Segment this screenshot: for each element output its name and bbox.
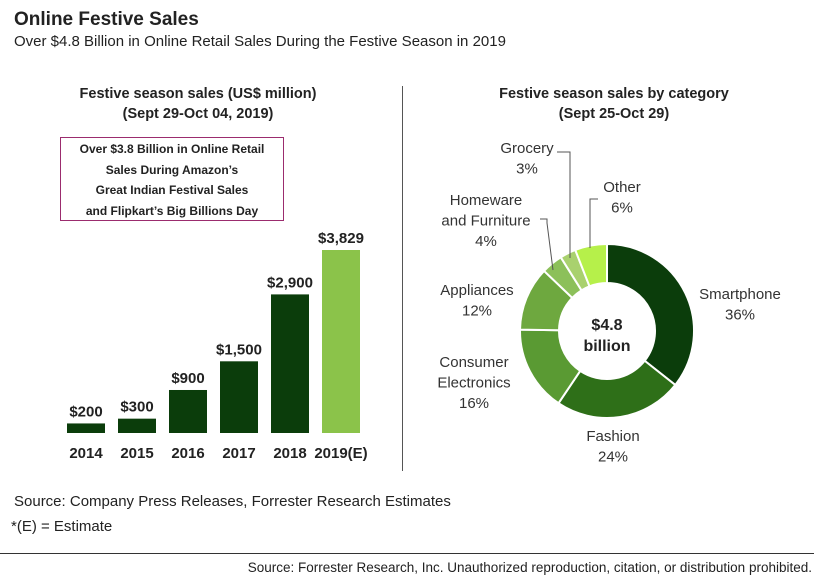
copyright-footer: Source: Forrester Research, Inc. Unautho…: [247, 560, 812, 575]
bar-value-label: $300: [120, 399, 153, 416]
callout-line-4: and Flipkart’s Big Billions Day: [85, 203, 259, 218]
slice-label: Appliances 12%: [440, 282, 513, 320]
slice-label: Grocery 3%: [500, 140, 554, 178]
callout-line-2: Sales During Amazon’s: [105, 162, 239, 177]
bar-2014: [67, 423, 105, 433]
bar-value-label: $1,500: [216, 341, 262, 358]
donut-chart-title-line2: (Sept 25-Oct 29): [558, 106, 670, 122]
donut-chart-title: Festive season sales by category (Sept 2…: [455, 84, 773, 124]
bar-value-label: $3,829: [318, 230, 364, 247]
x-tick-label: 2019(E): [314, 445, 367, 462]
callout-line-1: Over $3.8 Billion in Online Retail: [79, 142, 265, 156]
bar-chart-title-line1: Festive season sales (US$ million): [79, 86, 317, 102]
bar-value-label: $900: [171, 370, 204, 387]
source-note: Source: Company Press Releases, Forreste…: [14, 493, 451, 510]
bar-chart: $200 2014 $300 2015 $900 2016 $1,500 2017 $2,900…: [67, 230, 368, 462]
bar-chart-title: Festive season sales (US$ million) (Sept…: [38, 84, 358, 124]
bar-value-label: $2,900: [267, 274, 313, 291]
bar-2017: [220, 361, 258, 433]
donut-chart-title-line1: Festive season sales by category: [499, 86, 729, 102]
callout-line-3: Great Indian Festival Sales: [95, 183, 249, 197]
slice-label: Other 6%: [603, 179, 641, 217]
bar-2019(E): [322, 250, 360, 433]
slice-smartphone: [606, 242, 695, 387]
donut-center-unit: billion: [583, 338, 630, 355]
leader-line: [557, 151, 571, 258]
slice-other: [573, 242, 608, 288]
bar-2018: [271, 294, 309, 433]
panel-divider: [402, 86, 403, 471]
x-tick-label: 2016: [171, 445, 204, 462]
donut-chart: $4.8 billion Smartphone 36% Fashion 24% Consum…: [437, 140, 781, 466]
footer-divider: [0, 553, 814, 554]
leader-line: [589, 198, 598, 248]
slice-label: Smartphone 36%: [699, 286, 781, 324]
estimate-note: *(E) = Estimate: [11, 518, 113, 535]
bar-value-label: $200: [69, 403, 102, 420]
page-title: Online Festive Sales: [14, 9, 199, 30]
slice-label: Consumer Electronics 16%: [437, 354, 510, 412]
callout-box: Over $3.8 Billion in Online Retail Sales…: [60, 137, 284, 221]
x-tick-label: 2014: [69, 445, 103, 462]
slice-label: Homeware and Furniture 4%: [441, 192, 530, 250]
leader-line: [540, 218, 554, 271]
x-tick-label: 2015: [120, 445, 153, 462]
x-tick-label: 2017: [222, 445, 255, 462]
x-tick-label: 2018: [273, 445, 306, 462]
bar-2015: [118, 418, 156, 433]
bar-2016: [169, 389, 207, 433]
donut-center-value: $4.8: [591, 317, 622, 334]
bar-chart-title-line2: (Sept 29-Oct 04, 2019): [122, 106, 274, 122]
slice-label: Fashion 24%: [586, 428, 639, 466]
page-subtitle: Over $4.8 Billion in Online Retail Sales…: [14, 33, 506, 50]
